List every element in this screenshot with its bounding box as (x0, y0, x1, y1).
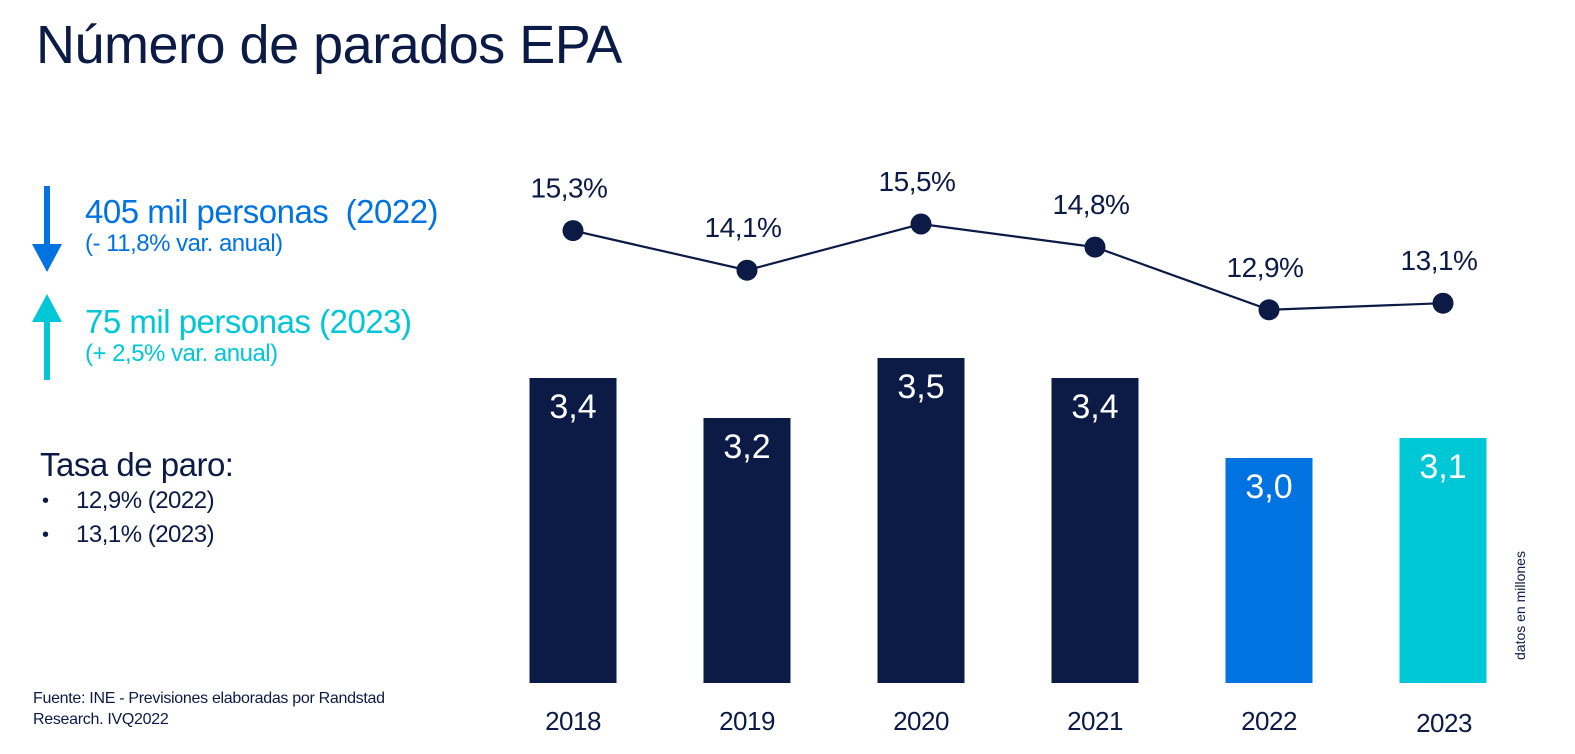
bar (529, 378, 617, 683)
bar-label: 3,0 (1245, 468, 1292, 506)
x-tick-label: 2021 (1067, 706, 1123, 736)
unemployment-rate-summary: Tasa de paro: • 12,9% (2022) • 13,1% (20… (40, 446, 234, 552)
x-tick-label: 2022 (1241, 706, 1297, 736)
line-point-label: 14,8% (1053, 189, 1130, 220)
x-tick-label: 2023 (1416, 708, 1472, 738)
bar (1225, 458, 1313, 683)
line-point-label: 15,3% (531, 173, 608, 204)
kpi-increase-sub: (+ 2,5% var. anual) (85, 340, 278, 367)
bar (877, 358, 965, 683)
line-point (736, 259, 758, 281)
x-tick-label: 2020 (893, 706, 949, 736)
source-note: Fuente: INE - Previsiones elaboradas por… (33, 690, 385, 728)
line-point-label: 13,1% (1401, 245, 1478, 276)
kpi-increase-main: 75 mil personas (2023) (85, 303, 412, 340)
bullet-icon: • (42, 490, 49, 512)
line-point (562, 220, 584, 242)
bar-label: 3,1 (1419, 448, 1466, 486)
list-item: • 12,9% (2022) (40, 484, 233, 518)
bar-series: 3,4 3,2 3,5 3,4 3,0 3,1 (529, 358, 1487, 683)
line-point-label: 15,5% (879, 166, 956, 197)
list-item-text: 12,9% (2022) (76, 487, 215, 514)
kpi-increase-2023: 75 mil personas (2023) (+ 2,5% var. anua… (85, 304, 412, 368)
x-tick-label: 2019 (719, 706, 775, 736)
line-path (572, 222, 1444, 311)
list-item-text: 13,1% (2023) (76, 521, 215, 548)
unemployment-rate-list: • 12,9% (2022) • 13,1% (2023) (40, 484, 233, 552)
x-axis-ticks: 2018 2019 2020 2021 2022 2023 (545, 706, 1472, 738)
line-point-label: 12,9% (1227, 252, 1304, 283)
bar (1399, 438, 1487, 683)
bar-label: 3,2 (723, 428, 770, 466)
line-point-label: 14,1% (705, 212, 782, 243)
page-title: Número de parados EPA (36, 15, 622, 75)
bar-label: 3,5 (897, 368, 944, 406)
line-point (1432, 292, 1454, 314)
arrow-up-icon (32, 294, 62, 380)
x-tick-label: 2018 (545, 706, 601, 736)
bar (703, 418, 791, 683)
line-point (1084, 236, 1106, 258)
kpi-decrease-main: 405 mil personas (2022) (85, 193, 439, 230)
bar (1051, 378, 1139, 683)
line-series: 15,3% 14,1% 15,5% 14,8% 12,9% 13,1% (531, 166, 1478, 321)
list-item: • 13,1% (2023) (40, 518, 233, 552)
unemployment-rate-heading: Tasa de paro: (40, 446, 234, 483)
bar-label: 3,4 (1071, 388, 1118, 426)
kpi-decrease-sub: (- 11,8% var. anual) (85, 230, 283, 257)
line-point (1258, 299, 1280, 321)
kpi-decrease-2022: 405 mil personas (2022) (- 11,8% var. an… (85, 193, 439, 258)
arrow-down-icon (32, 186, 62, 272)
line-point (910, 213, 932, 235)
bar-label: 3,4 (549, 388, 596, 426)
bullet-icon: • (42, 524, 49, 546)
